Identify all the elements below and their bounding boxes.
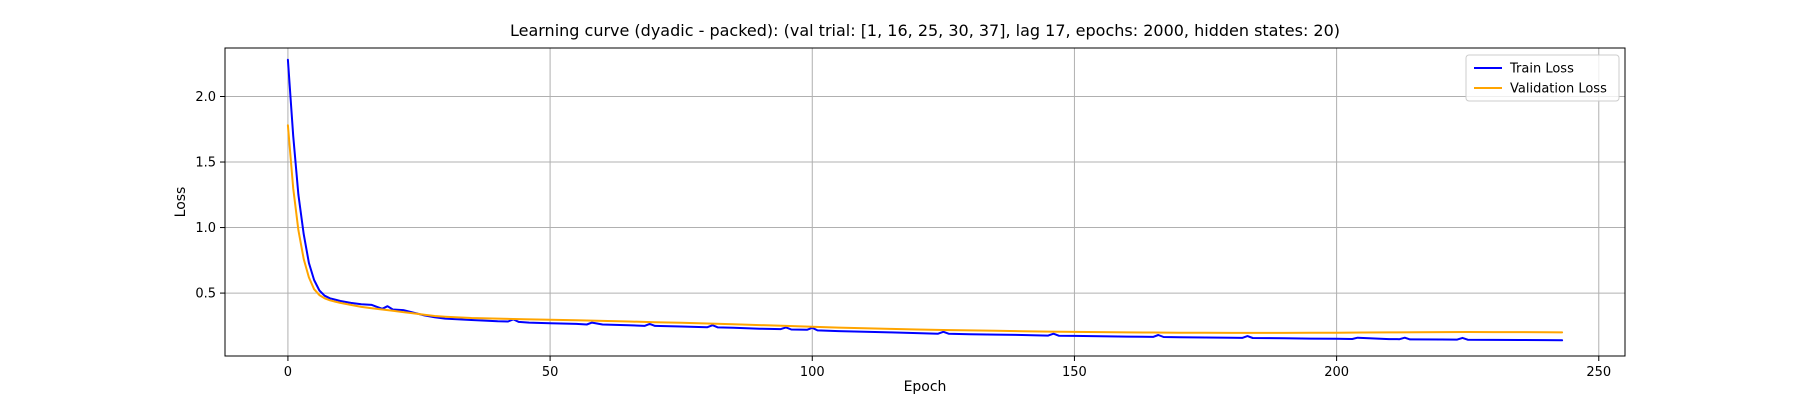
x-axis-label: Epoch [904,379,947,395]
x-tick-label: 250 [1586,365,1611,380]
x-tick-label: 100 [800,365,825,380]
y-tick-label: 0.5 [195,287,216,302]
y-tick-label: 1.5 [195,156,216,171]
x-tick-label: 200 [1324,365,1349,380]
y-axis-label: Loss [173,187,189,218]
x-tick-label: 0 [284,365,292,380]
grid [225,48,1625,356]
series-line-validation-loss [286,124,1564,334]
legend-label-train-loss: Train Loss [1509,62,1574,77]
series-lines [286,58,1564,342]
plot-frame [224,47,1626,357]
x-tick-label: 150 [1062,365,1087,380]
axis-ticks: 0 50 100 150 200 250 0.5 1.0 1.5 2.0 [195,90,1611,380]
legend: Train Loss Validation Loss [1465,54,1620,102]
y-tick-label: 2.0 [195,90,216,105]
chart-title: Learning curve (dyadic - packed): (val t… [510,21,1340,40]
legend-label-validation-loss: Validation Loss [1510,82,1607,97]
legend-box [1465,54,1620,102]
y-tick-label: 1.0 [195,221,216,236]
x-tick-label: 50 [542,365,559,380]
series-line-train-loss [286,58,1564,342]
